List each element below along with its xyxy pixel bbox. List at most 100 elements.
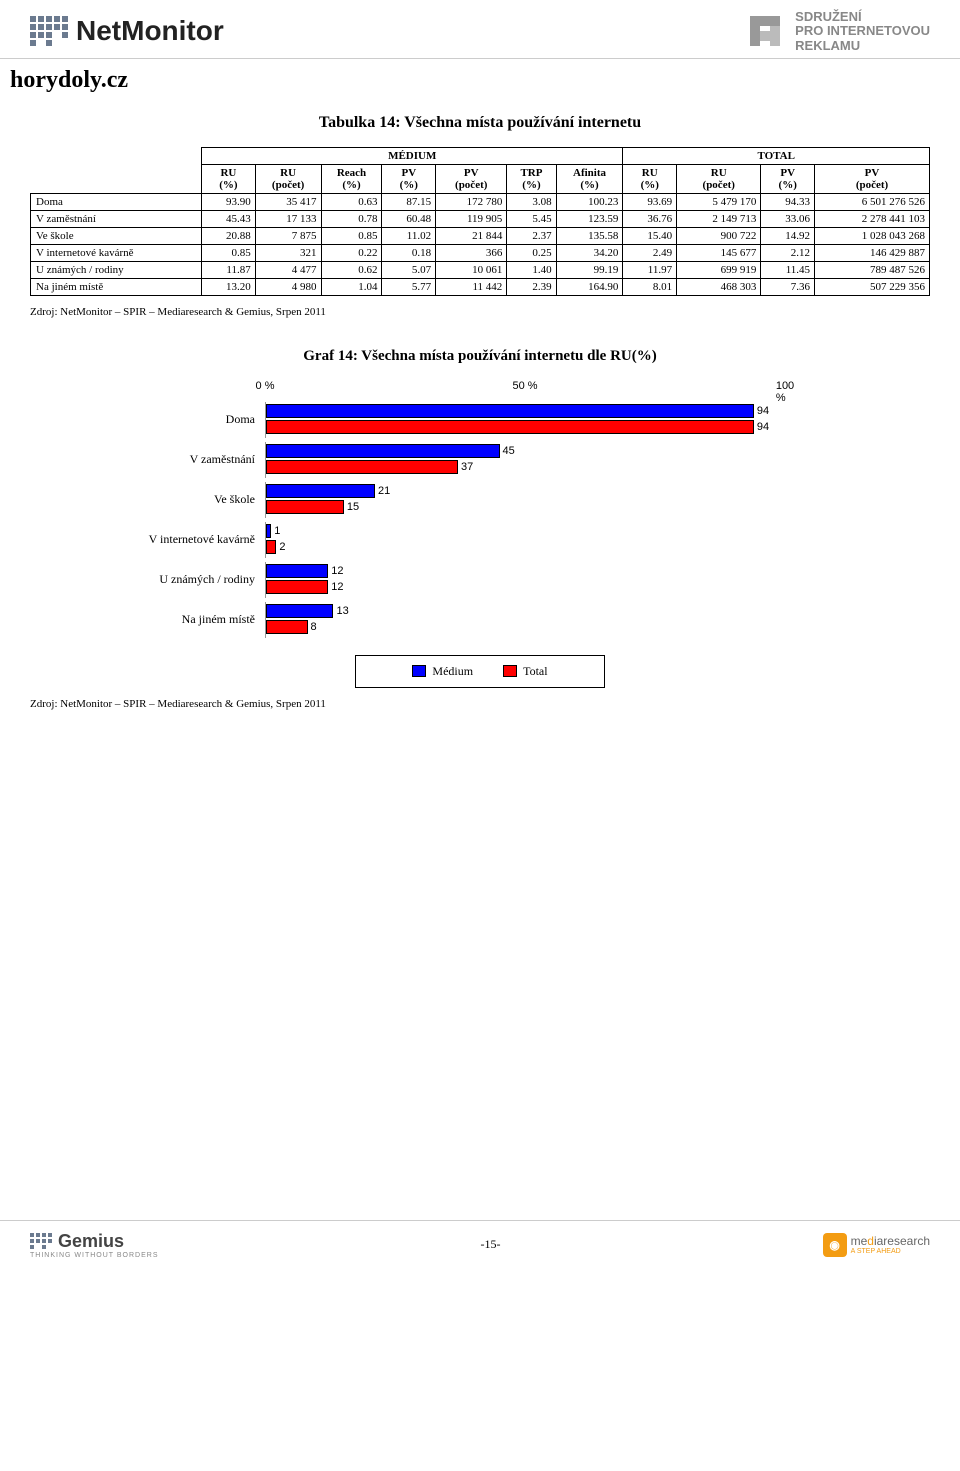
table-cell: 789 487 526 (815, 261, 930, 278)
chart-bars-container: 12 (265, 522, 785, 558)
bar-total: 8 (266, 620, 308, 634)
table-cell: 172 780 (436, 193, 507, 210)
chart-category-label: V zaměstnání (105, 452, 265, 467)
table-column-header: PV(%) (761, 164, 815, 193)
table-column-header: Afinita(%) (556, 164, 623, 193)
row-label: U známých / rodiny (31, 261, 202, 278)
bar-value: 37 (457, 461, 473, 473)
chart-bars-container: 13 8 (265, 602, 785, 638)
table-row: Na jiném místě13.204 9801.045.7711 4422.… (31, 278, 930, 295)
netmonitor-logo-text: NetMonitor (76, 15, 224, 47)
table-row: U známých / rodiny11.874 4770.625.0710 0… (31, 261, 930, 278)
table-cell: 4 477 (255, 261, 321, 278)
table-row: Ve škole20.887 8750.8511.0221 8442.37135… (31, 227, 930, 244)
table-cell: 1 028 043 268 (815, 227, 930, 244)
row-label: V zaměstnání (31, 210, 202, 227)
chart-category-label: Ve škole (105, 492, 265, 507)
spir-logo-icon (745, 11, 785, 51)
chart-category-label: Doma (105, 412, 265, 427)
table-cell: 0.62 (321, 261, 382, 278)
axis-label: 100 % (776, 380, 794, 404)
table-column-header: PV(počet) (815, 164, 930, 193)
table-cell: 146 429 887 (815, 244, 930, 261)
chart-row: U známých / rodiny1212 (105, 560, 855, 600)
table-cell: 8.01 (623, 278, 677, 295)
row-label: Na jiném místě (31, 278, 202, 295)
table-cell: 0.22 (321, 244, 382, 261)
chart-bars-container: 2115 (265, 482, 785, 518)
legend-total: Total (503, 664, 548, 679)
table-cell: 11.87 (202, 261, 256, 278)
table-column-header: RU(počet) (255, 164, 321, 193)
bar-total: 12 (266, 580, 328, 594)
table-cell: 10 061 (436, 261, 507, 278)
table-cell: 0.85 (202, 244, 256, 261)
table-cell: 507 229 356 (815, 278, 930, 295)
table-column-header: RU(%) (623, 164, 677, 193)
table-cell: 17 133 (255, 210, 321, 227)
table-cell: 0.25 (507, 244, 556, 261)
row-label: V internetové kavárně (31, 244, 202, 261)
gemius-logo: Gemius THINKING WITHOUT BORDERS (30, 1231, 158, 1259)
table-cell: 7 875 (255, 227, 321, 244)
table-cell: 11.97 (623, 261, 677, 278)
page-number: -15- (481, 1237, 501, 1252)
table-cell: 119 905 (436, 210, 507, 227)
table-cell: 2 149 713 (677, 210, 761, 227)
table-cell: 13.20 (202, 278, 256, 295)
table-cell: 36.76 (623, 210, 677, 227)
bar-medium: 12 (266, 564, 328, 578)
bar-value: 94 (753, 421, 769, 433)
bar-total: 2 (266, 540, 276, 554)
table-row: Doma93.9035 4170.6387.15172 7803.08100.2… (31, 193, 930, 210)
spir-logo: SDRUŽENÍ PRO INTERNETOVOU REKLAMU (745, 10, 930, 53)
table-cell: 0.78 (321, 210, 382, 227)
table-cell: 2.37 (507, 227, 556, 244)
table-cell: 164.90 (556, 278, 623, 295)
legend-medium: Médium (412, 664, 473, 679)
table-cell: 0.63 (321, 193, 382, 210)
chart-bars-container: 9494 (265, 402, 785, 438)
table-cell: 900 722 (677, 227, 761, 244)
chart-x-axis: 0 %50 %100 % (265, 380, 785, 400)
table-cell: 33.06 (761, 210, 815, 227)
table-column-header: TRP(%) (507, 164, 556, 193)
chart-row: V internetové kavárně12 (105, 520, 855, 560)
bar-value: 12 (327, 565, 343, 577)
chart-row: Doma9494 (105, 400, 855, 440)
bar-total: 94 (266, 420, 754, 434)
table-cell: 11 442 (436, 278, 507, 295)
table-cell: 93.69 (623, 193, 677, 210)
chart-row: Ve škole2115 (105, 480, 855, 520)
table-column-header: RU(%) (202, 164, 256, 193)
table-cell: 145 677 (677, 244, 761, 261)
mediaresearch-icon: ◉ (823, 1233, 847, 1257)
data-table: MÉDIUM TOTAL RU(%)RU(počet)Reach(%)PV(%)… (30, 147, 930, 296)
table-cell: 2.12 (761, 244, 815, 261)
table-column-header: Reach(%) (321, 164, 382, 193)
table-cell: 0.85 (321, 227, 382, 244)
logo-bars-icon (30, 16, 68, 46)
bar-value: 15 (343, 501, 359, 513)
chart-title: Graf 14: Všechna místa používání interne… (0, 328, 960, 380)
chart-bars-container: 45 37 (265, 442, 785, 478)
source-text-1: Zdroj: NetMonitor – SPIR – Mediaresearch… (0, 296, 960, 328)
table-title: Tabulka 14: Všechna místa používání inte… (0, 109, 960, 147)
table-cell: 5.45 (507, 210, 556, 227)
table-cell: 94.33 (761, 193, 815, 210)
table-cell: 4 980 (255, 278, 321, 295)
table-cell: 6 501 276 526 (815, 193, 930, 210)
table-cell: 0.18 (382, 244, 436, 261)
table-cell: 135.58 (556, 227, 623, 244)
bar-value: 13 (332, 605, 348, 617)
bar-value: 94 (753, 405, 769, 417)
table-column-header: PV(počet) (436, 164, 507, 193)
table-cell: 5.77 (382, 278, 436, 295)
table-cell: 20.88 (202, 227, 256, 244)
table-cell: 468 303 (677, 278, 761, 295)
page-title: horydoly.cz (0, 59, 960, 109)
page-footer: Gemius THINKING WITHOUT BORDERS -15- ◉ m… (0, 1220, 960, 1269)
table-cell: 15.40 (623, 227, 677, 244)
bar-value: 45 (499, 445, 515, 457)
bar-value: 2 (275, 541, 285, 553)
